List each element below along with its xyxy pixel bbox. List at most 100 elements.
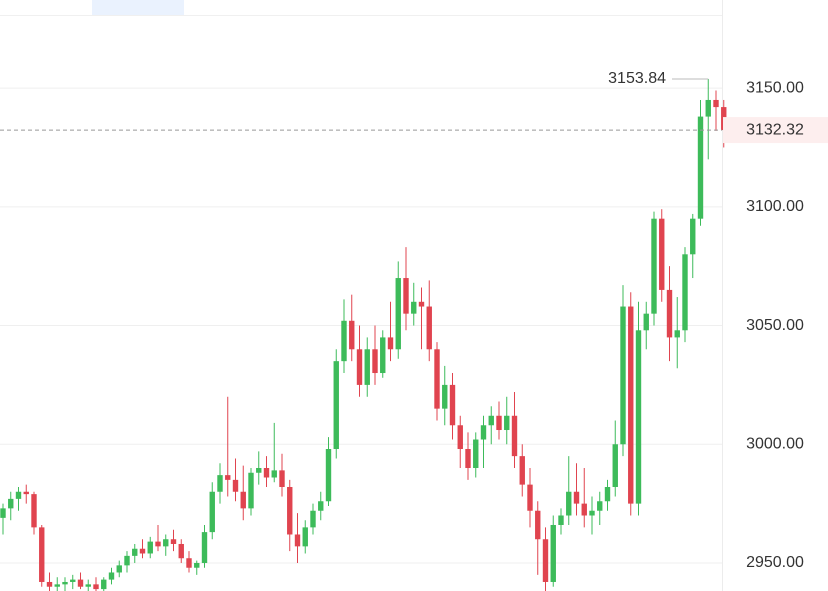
candle-body [116,565,122,573]
candle-body [643,313,649,331]
candle-body [8,498,14,509]
candle-body [31,494,37,528]
max-label: 3153.84 [608,70,666,87]
candle-body [604,486,611,502]
candle-body [139,548,146,554]
candle-body [473,439,479,469]
candle-body [426,306,432,350]
candle-body [589,510,595,516]
candle-body [194,562,200,568]
candle-body [372,349,378,374]
y-tick-label: 2950.00 [746,554,804,571]
candle-body [457,425,463,450]
candle-body [519,456,525,485]
y-tick-label: 3050.00 [746,317,804,334]
candle-body [697,116,704,219]
candle-body [418,301,425,307]
candle-body [550,524,556,582]
candle-body [70,579,76,582]
candle-body [256,468,262,473]
tab-highlight [92,0,184,15]
candle-body [155,541,161,547]
y-tick-label: 3100.00 [746,198,804,215]
candle-body [54,584,60,587]
candle-body [356,349,363,385]
candle-body [558,515,564,525]
candle-body [651,218,657,314]
candle-body [287,486,293,535]
candle-body [101,579,107,590]
candle-body [279,470,285,487]
candle-body [620,306,626,445]
candle-body [294,534,301,547]
candle-body [387,337,394,350]
candle-body [85,584,91,587]
candle-body [325,449,332,502]
candle-body [527,484,533,511]
candle-body [511,415,518,457]
candle-body [271,470,277,478]
candle-body [310,510,316,528]
y-tick-label: 3150.00 [746,79,804,96]
candle-body [674,330,680,338]
candle-body [108,572,115,580]
candle-body [23,491,29,495]
candle-body [573,491,580,504]
candle-body [434,349,440,409]
candle-body [496,415,502,431]
candle-body [240,491,246,509]
candle-body [566,491,572,516]
candle-body [666,289,673,338]
candle-body [93,584,99,590]
candle-body [682,254,688,331]
y-tick-label: 3000.00 [746,435,804,452]
candle-body [403,278,409,314]
candle-body [442,384,448,409]
candle-body [225,475,231,480]
candle-body [248,472,254,509]
candle-body [163,539,169,547]
candle-body [504,415,510,431]
candle-body [597,501,603,511]
candle-body [635,330,642,504]
candle-body [341,320,347,362]
candle-body [542,539,549,582]
candle-body [380,337,386,374]
candle-body [46,581,53,587]
candle-body [147,541,153,554]
candle-body [318,501,324,511]
candle-body [411,301,417,314]
candle-body [77,579,84,587]
candle-body [124,555,130,566]
candle-body [302,527,308,547]
candle-body [349,320,355,350]
candle-body [201,532,208,563]
last-price-label: 3132.32 [746,121,804,138]
candle-body [480,425,487,440]
candle-body [132,548,138,556]
last-price-bg [723,117,828,144]
candle-body [659,218,665,290]
candle-body [705,99,711,117]
candle-body [15,491,22,499]
candle-body [217,475,223,492]
candle-body [364,349,370,385]
candle-body [232,479,239,492]
candle-body [62,581,68,585]
candle-body [395,278,401,350]
candle-body [178,543,184,559]
candle-body [690,218,696,255]
candle-body [0,508,6,518]
candle-body [186,558,192,568]
candle-body [263,468,270,478]
candle-body [581,503,587,516]
candle-body [209,491,215,533]
candle-body [535,510,541,540]
candle-body [39,527,45,582]
candle-body [449,384,456,426]
candle-body [488,415,494,426]
candle-body [465,449,471,469]
candle-body [628,306,634,504]
candle-body [713,99,719,108]
